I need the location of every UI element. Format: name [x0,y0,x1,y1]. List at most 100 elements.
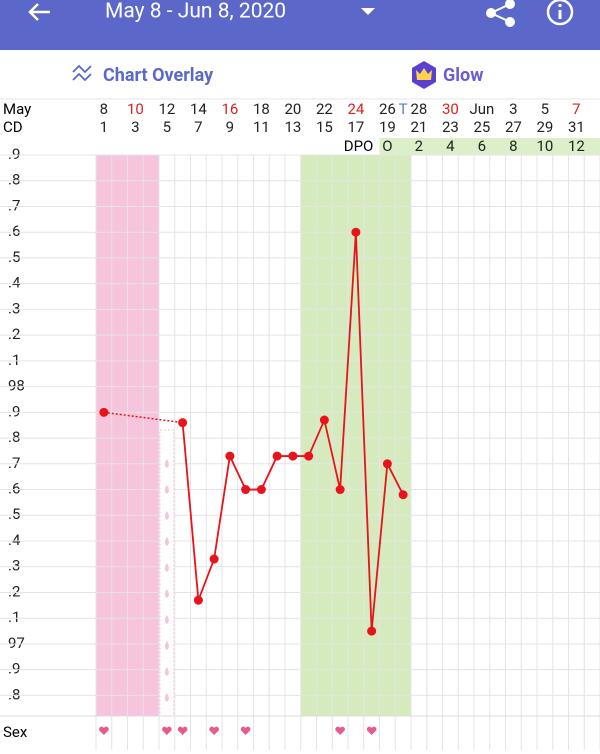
temp-shift-marker: T [399,100,408,118]
temp-point [225,452,234,461]
cd-tick-label: 31 [568,118,585,136]
cd-tick-label: 23 [442,118,459,136]
y-tick-label: .2 [8,325,20,343]
cd-tick-label: 19 [379,118,396,136]
cd-tick-label: 21 [410,118,427,136]
temp-point [304,452,313,461]
cd-label: CD [3,118,23,136]
y-tick-label: .4 [8,531,21,549]
date-label: 24 [347,100,364,118]
y-tick-label: .3 [8,299,20,317]
dpo-band [380,138,600,155]
y-tick-label: .2 [8,582,20,600]
temp-point [367,627,376,636]
y-tick-label: .7 [8,196,20,214]
fertile-day [301,155,317,716]
date-label: Jun [469,100,494,118]
cd-tick-label: 13 [284,118,301,136]
y-tick-label: .1 [8,608,20,626]
y-tick-label: .9 [8,402,20,420]
y-tick-label: .8 [8,685,20,703]
glow-label: Glow [443,65,483,86]
month-label: May [3,100,31,118]
overlay-button[interactable]: Chart Overlay [73,65,214,86]
overlay-label: Chart Overlay [103,65,214,86]
date-label: 26 [379,100,396,118]
y-tick-label: .3 [8,557,20,575]
date-range[interactable]: May 8 - Jun 8, 2020 [105,0,286,24]
dpo-value: 2 [415,137,423,155]
dpo-value: O [382,137,392,155]
y-tick-label: .8 [8,171,20,189]
date-label: 10 [127,100,144,118]
y-tick-label: .5 [8,505,20,523]
date-label: 28 [410,100,427,118]
temp-point [288,452,297,461]
sex-heart [241,727,251,735]
dpo-value: 8 [509,137,517,155]
date-label: 30 [442,100,459,118]
fertile-day [332,155,348,716]
temp-point [320,416,329,425]
cd-tick-label: 5 [163,118,171,136]
sex-heart [367,727,377,735]
temp-point [210,555,219,564]
temp-point [178,418,187,427]
period-day [96,155,112,716]
period-day [112,155,128,716]
sex-heart [162,727,172,735]
date-label: 16 [221,100,238,118]
date-label: 14 [190,100,207,118]
sex-label: Sex [3,723,28,741]
cd-tick-label: 17 [347,118,364,136]
temp-point [257,485,266,494]
temp-point [351,228,360,237]
y-tick-label: 98 [8,377,25,395]
temp-point [241,485,250,494]
y-tick-label: .7 [8,454,20,472]
cd-tick-label: 7 [194,118,202,136]
date-label: 12 [158,100,175,118]
date-label: 7 [572,100,580,118]
cd-tick-label: 27 [505,118,522,136]
date-label: 20 [284,100,301,118]
cd-tick-label: 1 [100,118,108,136]
temp-point [383,459,392,468]
y-tick-label: .8 [8,428,20,446]
temp-point [273,452,282,461]
sex-heart [178,727,188,735]
sex-heart [99,727,109,735]
cd-tick-label: 25 [473,118,490,136]
cd-tick-label: 15 [316,118,333,136]
y-tick-label: .6 [8,480,20,498]
date-label: 22 [316,100,333,118]
y-tick-label: .6 [8,222,20,240]
date-label: 3 [509,100,517,118]
fertile-day [317,155,333,716]
temp-point [99,408,108,417]
cd-tick-label: 9 [226,118,234,136]
fertile-day [380,155,396,716]
dpo-value: 6 [478,137,486,155]
date-label: 18 [253,100,270,118]
date-label: 5 [541,100,549,118]
dpo-value: 12 [568,137,585,155]
date-label: 8 [100,100,108,118]
fertile-day [395,155,411,716]
cd-tick-label: 11 [253,118,270,136]
dpo-value: 4 [446,137,455,155]
y-tick-label: .9 [8,145,20,163]
temp-point [399,490,408,499]
glow-button[interactable]: Glow [412,61,483,89]
y-tick-label: 97 [8,634,25,652]
period-day [143,155,159,716]
y-tick-label: .5 [8,248,20,266]
temp-point [336,485,345,494]
period-day [128,155,144,716]
cd-tick-label: 29 [536,118,553,136]
y-tick-label: .1 [8,351,20,369]
sex-heart [209,727,219,735]
temp-point [194,596,203,605]
